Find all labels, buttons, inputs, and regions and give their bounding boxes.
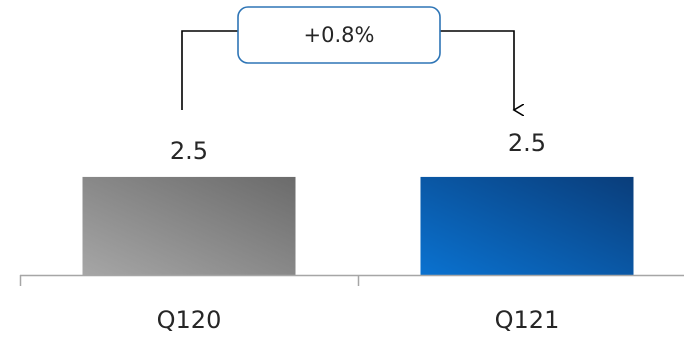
bars: [82, 176, 634, 275]
tick-label-q120: Q120: [157, 306, 222, 334]
value-label-q120: 2.5: [170, 137, 208, 165]
annotation-box: [237, 6, 441, 64]
annotation-arrow-right: [440, 30, 514, 110]
value-label-q121: 2.5: [508, 129, 546, 157]
annotation-connector-left: [181, 30, 238, 110]
x-axis-tick-labels: Q120 Q121: [157, 306, 560, 334]
bar-q120: [82, 176, 296, 275]
value-labels: 2.5 2.5: [170, 129, 546, 165]
x-axis: Q120 Q121: [19, 274, 684, 334]
annotation-text: +0.8%: [304, 23, 375, 47]
bar-q121: [420, 176, 634, 275]
change-annotation: +0.8%: [181, 6, 514, 110]
tick-label-q121: Q121: [495, 306, 560, 334]
x-axis-ticks: [19, 275, 360, 286]
